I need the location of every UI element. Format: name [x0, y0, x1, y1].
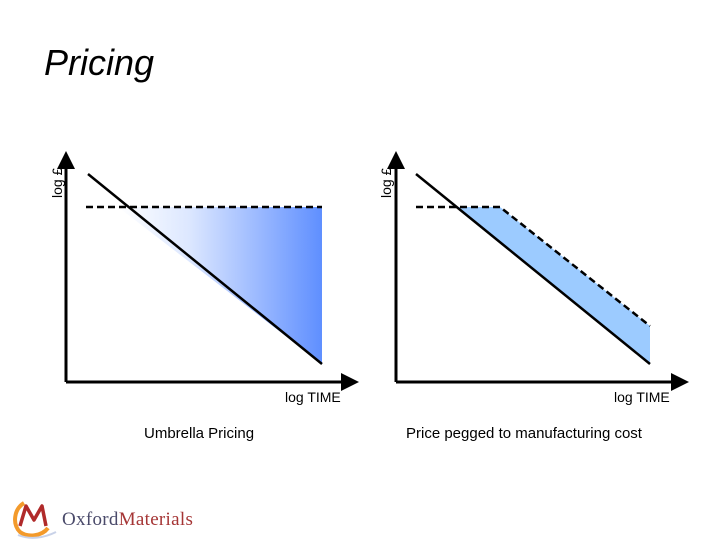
x-axis-label: log TIME: [614, 389, 670, 405]
logo-word-oxford: Oxford: [62, 509, 119, 530]
diagram-caption: Price pegged to manufacturing cost: [406, 425, 643, 442]
umbrella-margin-area: [118, 207, 322, 364]
x-axis-label: log TIME: [285, 389, 341, 405]
slide-title: Pricing: [44, 42, 155, 83]
logo-word-materials: Materials: [118, 509, 194, 530]
y-axis-label: log £: [49, 167, 65, 198]
cost-curve: [415, 173, 651, 365]
price-line: [416, 205, 651, 327]
cost-curve: [87, 173, 323, 365]
pegged-pricing-diagram: log £ log TIME Price pegged to manufactu…: [378, 151, 689, 442]
oxford-materials-logo-mark: [13, 501, 57, 539]
y-axis-label: log £: [378, 167, 394, 198]
diagram-caption: Umbrella Pricing: [144, 425, 254, 442]
umbrella-pricing-diagram: log £ log TIME Umbrella Pricing: [49, 151, 359, 442]
company-logo-wordmark: OxfordMaterials: [62, 509, 193, 531]
